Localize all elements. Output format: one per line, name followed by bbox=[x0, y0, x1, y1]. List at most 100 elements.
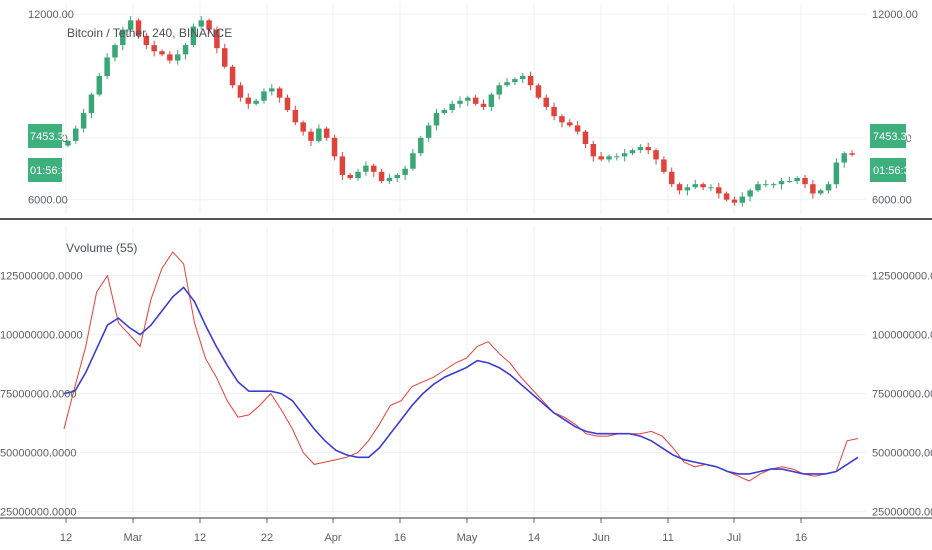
candle-body bbox=[418, 137, 424, 154]
candle-body bbox=[778, 181, 785, 185]
candle-body bbox=[112, 45, 118, 58]
candle-body bbox=[574, 125, 581, 132]
candle-body bbox=[167, 54, 173, 61]
volume-tick-label-left: 75000000.0000 bbox=[0, 389, 76, 401]
candle-body bbox=[676, 184, 683, 191]
x-axis: 12 Mar 12 22 Apr 16 May 14 Jun 11 Jul 16 bbox=[60, 518, 807, 544]
countdown-label-right: 01:56:34 bbox=[873, 165, 916, 177]
volume-raw-line bbox=[63, 251, 859, 482]
candle-body bbox=[535, 85, 542, 98]
candle-body bbox=[292, 110, 299, 123]
candle-body bbox=[841, 153, 847, 163]
last-price-badge-left: 7453.30 bbox=[28, 124, 70, 148]
candle-body bbox=[402, 168, 408, 175]
candle-body bbox=[661, 159, 667, 172]
candle-body bbox=[206, 20, 212, 30]
candle-body bbox=[794, 178, 800, 182]
candle-body bbox=[347, 174, 353, 178]
candle-body bbox=[253, 100, 259, 104]
volume-tick-label-left: 25000000.0000 bbox=[0, 507, 76, 519]
x-tick-label: 12 bbox=[194, 532, 206, 544]
candle-body bbox=[590, 144, 597, 157]
volume-tick-label-right: 50000000.0000 bbox=[872, 448, 932, 460]
candle-body bbox=[386, 178, 393, 182]
candle-body bbox=[817, 190, 824, 194]
candle-body bbox=[512, 79, 518, 83]
candle-body bbox=[637, 147, 644, 151]
candle-body bbox=[143, 35, 150, 46]
candle-body bbox=[684, 187, 691, 191]
candle-body bbox=[190, 26, 197, 46]
candle-body bbox=[245, 97, 252, 104]
candle-body bbox=[151, 45, 157, 52]
candle-body bbox=[261, 91, 267, 101]
x-tick-label: 16 bbox=[795, 532, 807, 544]
x-tick-label: 14 bbox=[528, 532, 540, 544]
volume-tick-label-left: 50000000.0000 bbox=[0, 448, 76, 460]
candle-body bbox=[716, 187, 722, 194]
candle-body bbox=[833, 162, 840, 185]
candle-body bbox=[496, 85, 502, 95]
candle-body bbox=[410, 153, 416, 169]
countdown-badge-right-bg bbox=[870, 158, 906, 182]
countdown-badge-right: 01:56:34 bbox=[870, 158, 916, 182]
candle-body bbox=[551, 106, 557, 117]
candle-body bbox=[120, 29, 126, 46]
candle-body bbox=[104, 57, 110, 76]
price-tick-label-left: 6000.00 bbox=[28, 195, 68, 207]
price-chart-title: Bitcoin / Tether, 240, BINANCE bbox=[67, 26, 232, 40]
candle-body bbox=[653, 150, 659, 160]
x-tick-label: 11 bbox=[662, 532, 673, 544]
candle-body bbox=[308, 131, 314, 141]
candle-body bbox=[65, 140, 71, 146]
candle-body bbox=[614, 156, 620, 158]
candle-body bbox=[135, 20, 142, 36]
volume-tick-label-right: 125000000.0000 bbox=[872, 271, 932, 283]
candle-body bbox=[182, 45, 189, 55]
candle-body bbox=[543, 97, 550, 107]
candle-body bbox=[425, 125, 432, 138]
candle-body bbox=[629, 150, 636, 154]
candle-body bbox=[527, 76, 534, 86]
candle-body bbox=[300, 122, 306, 132]
price-tick-label-left: 12000.00 bbox=[28, 9, 74, 21]
price-tick-label-right: 6000.00 bbox=[872, 195, 912, 207]
candle-body bbox=[606, 156, 612, 160]
candle-body bbox=[214, 29, 220, 49]
volume-tick-label-left: 100000000.0000 bbox=[0, 330, 83, 342]
candle-body bbox=[363, 165, 369, 172]
last-price-badge-right-bg bbox=[870, 124, 906, 148]
candle-body bbox=[567, 122, 573, 126]
candle-body bbox=[472, 97, 479, 104]
candle-body bbox=[692, 184, 698, 188]
volume-tick-label-right: 100000000.0000 bbox=[872, 330, 932, 342]
candle-body bbox=[786, 181, 793, 183]
candle-body bbox=[370, 165, 377, 172]
candle-body bbox=[339, 156, 346, 175]
volume-tick-label-left: 125000000.0000 bbox=[0, 271, 83, 283]
candle-body bbox=[645, 147, 651, 151]
countdown-badge-left-bg bbox=[28, 158, 62, 182]
candle-body bbox=[80, 113, 87, 129]
price-tick-label-right: 12000.00 bbox=[872, 9, 918, 21]
last-price-badge-right: 7453.30 bbox=[870, 124, 913, 148]
candle-body bbox=[284, 97, 291, 110]
candle-body bbox=[355, 171, 361, 178]
candle-body bbox=[755, 184, 761, 191]
candle-body bbox=[519, 76, 526, 80]
candle-body bbox=[229, 66, 236, 86]
volume-tick-label-right: 25000000.0000 bbox=[872, 507, 932, 519]
candle-body bbox=[747, 190, 753, 197]
candle-body bbox=[739, 196, 746, 203]
x-tick-label: 22 bbox=[261, 532, 273, 544]
grid bbox=[64, 4, 866, 516]
x-tick-label: 16 bbox=[394, 532, 406, 544]
candle-body bbox=[331, 137, 338, 157]
volume-tick-label-right: 75000000.0000 bbox=[872, 389, 932, 401]
last-price-label-right: 7453.30 bbox=[873, 131, 913, 143]
candle-body bbox=[96, 76, 103, 95]
candle-body bbox=[449, 103, 455, 110]
candle-body bbox=[457, 100, 463, 104]
